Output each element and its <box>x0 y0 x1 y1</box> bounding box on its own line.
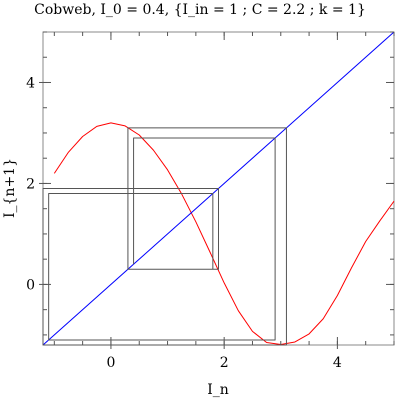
y-axis-label: I_{n+1} <box>2 158 18 218</box>
series-map-curve <box>53 122 395 345</box>
series-cobweb <box>42 127 287 346</box>
x-axis-label: I_n <box>207 382 229 398</box>
y-tick-label: 4 <box>26 75 35 91</box>
ticks-layer: 0 2 4 0 2 4 <box>26 31 395 371</box>
x-tick-label: 0 <box>106 355 115 371</box>
chart-title: Cobweb, I_0 = 0.4, {I_in = 1 ; C = 2.2 ;… <box>34 2 366 18</box>
series-layer <box>42 31 395 346</box>
x-tick-label: 4 <box>333 355 342 371</box>
x-tick-label: 2 <box>220 355 229 371</box>
y-tick-label: 0 <box>26 277 35 293</box>
y-tick-label: 2 <box>26 176 35 192</box>
